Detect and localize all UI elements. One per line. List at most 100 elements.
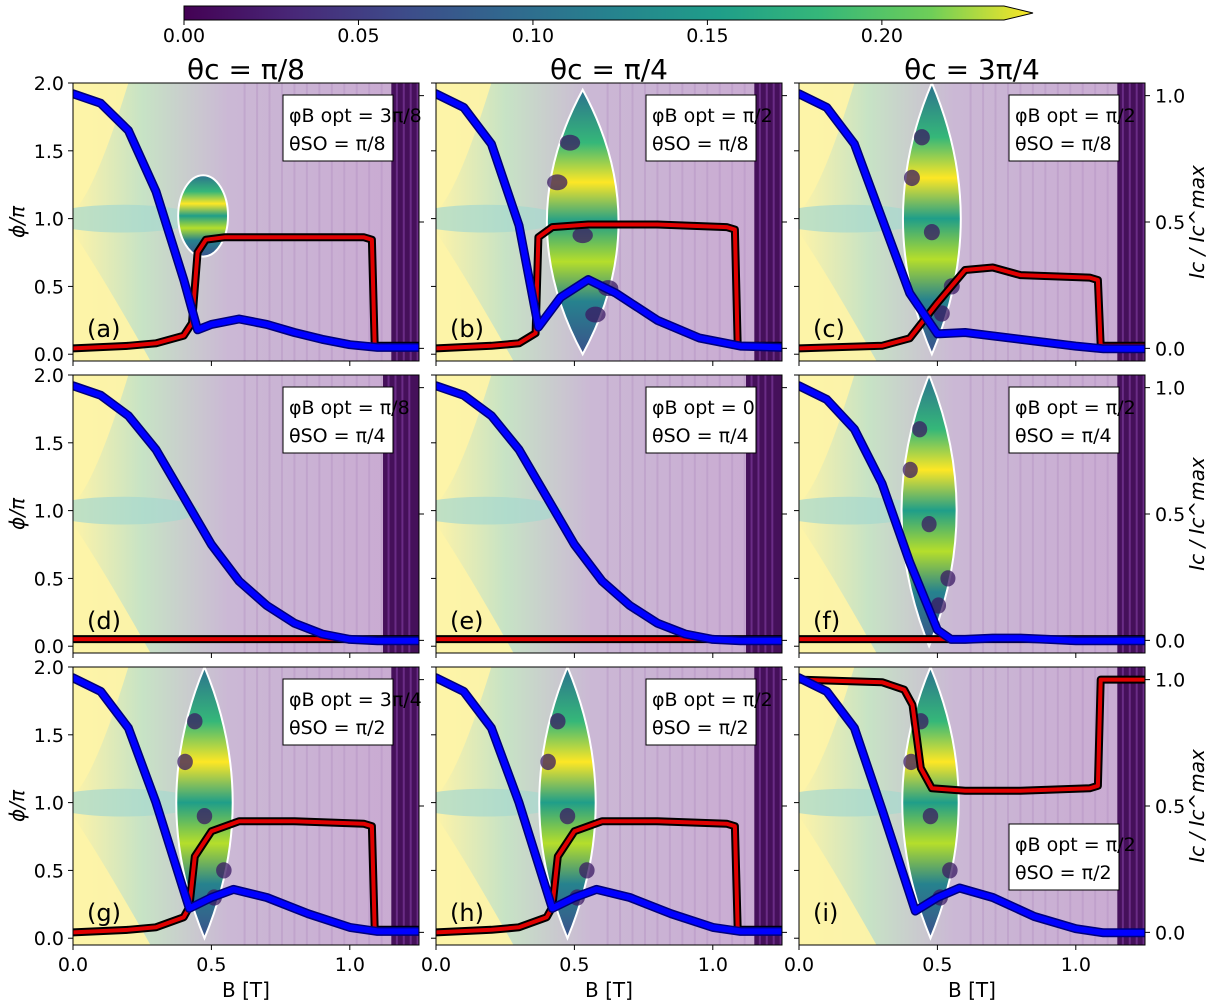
y-tick-label: 0.5: [34, 568, 64, 590]
annotation-box: [645, 386, 757, 454]
annotation-box: [1008, 823, 1120, 891]
panel-label: (a): [87, 315, 120, 343]
heatmap-band: [799, 788, 925, 817]
topological-node: [559, 134, 581, 151]
y-tick-label: 0.5: [34, 276, 64, 298]
y-axis-label: ϕ/π: [5, 205, 29, 238]
heatmap-corner-top: [436, 83, 492, 212]
y-tick-label: 2.0: [34, 73, 64, 95]
panel-label: (c): [813, 315, 845, 343]
y-axis-label: ϕ/π: [5, 497, 29, 530]
annotation-line: θSO = π/4: [289, 425, 386, 447]
annotation-line: θSO = π/4: [1015, 425, 1112, 447]
annotation-line: φB opt = π/2: [652, 689, 773, 711]
annotation-line: θSO = π/8: [652, 133, 749, 155]
annotation-box: [282, 386, 394, 454]
colorbar-tick-label: 0.05: [337, 25, 379, 47]
panel-plot-area: [436, 375, 782, 653]
heatmap-band: [436, 204, 562, 233]
critical-current-curve: [73, 235, 419, 351]
critical-current-curve: [436, 819, 782, 935]
heatmap-corner-bottom: [799, 524, 877, 653]
y-tick-label: 2.0: [34, 365, 64, 387]
x-tick-label: 1.0: [335, 954, 365, 976]
y-tick-label: 1.0: [34, 793, 64, 815]
x-tick-label: 0.0: [58, 954, 88, 976]
heatmap-high-field-band: [1117, 667, 1145, 945]
heatmap-corner-top: [799, 667, 855, 796]
right-y-tick-label: 0.0: [1155, 922, 1185, 944]
y-tick-label: 2.0: [34, 657, 64, 679]
heatmap-band: [436, 496, 562, 525]
x-tick-label: 0.5: [196, 954, 226, 976]
topological-node: [187, 713, 203, 730]
right-y-tick-label: 0.5: [1155, 504, 1185, 526]
topological-node: [913, 129, 930, 146]
right-y-tick-label: 0.5: [1155, 796, 1185, 818]
annotation-box: [645, 678, 757, 746]
x-tick-label: 0.5: [559, 954, 589, 976]
heatmap-band: [73, 788, 199, 817]
topological-node: [902, 461, 918, 479]
annotation-box: [282, 678, 394, 746]
panel-plot-area: [73, 83, 419, 361]
critical-current-curve: [436, 222, 782, 351]
heatmap-corner-bottom: [799, 816, 877, 945]
annotation-line: θSO = π/2: [652, 717, 749, 739]
annotation-line: φB opt = 0: [652, 397, 755, 419]
panel-i: (i) φB opt = π/2 θSO = π/2 0.0 0.5 1.0 0.0 0.5 1…: [784, 666, 1209, 1002]
ground-state-curve: [436, 382, 782, 644]
heatmap-corner-bottom: [436, 232, 514, 361]
heatmap-corner-bottom: [73, 816, 151, 945]
heatmap-band: [799, 204, 925, 233]
right-y-tick-label: 1.0: [1155, 670, 1185, 692]
topological-node: [196, 808, 213, 825]
topological-node: [550, 713, 566, 730]
y-tick-label: 0.0: [34, 928, 64, 950]
panel-label: (b): [450, 315, 484, 343]
annotation-box: [1008, 386, 1120, 454]
panel-c: (c) φB opt = π/2 θSO = π/8 0.0 0.5 1.0 Ic / Ic…: [794, 82, 1209, 366]
y-tick-label: 1.5: [34, 433, 64, 455]
ground-state-curve: [799, 674, 1145, 936]
topological-node: [903, 169, 920, 187]
topological-node: [903, 753, 919, 771]
annotation-box: [282, 94, 394, 162]
heatmap-band: [73, 496, 199, 525]
heatmap-corner-bottom: [436, 816, 514, 945]
panel-label: (g): [87, 899, 121, 927]
heatmap-corner-bottom: [73, 232, 151, 361]
panel-b: (b) φB opt = π/2 θSO = π/8: [431, 82, 787, 366]
right-y-tick-label: 0.0: [1155, 630, 1185, 652]
topological-node: [547, 174, 568, 191]
annotation-box: [1008, 94, 1120, 162]
y-tick-label: 1.5: [34, 725, 64, 747]
annotation-line: φB opt = π/2: [652, 105, 773, 127]
panel-plot-area: [799, 667, 1145, 945]
y-tick-label: 0.5: [34, 860, 64, 882]
panel-label: (i): [813, 899, 838, 927]
topological-node: [933, 305, 950, 322]
ground-state-curve: [799, 382, 1145, 644]
topological-node: [177, 753, 193, 771]
topological-node: [579, 862, 595, 879]
panel-f: (f) φB opt = π/2 θSO = π/4 0.0 0.5 1.0 Ic / Ic…: [794, 374, 1209, 658]
right-y-tick-label: 0.5: [1155, 212, 1185, 234]
column-title-2: θc = π/4: [550, 53, 668, 86]
x-axis-label: B [T]: [585, 978, 633, 1002]
colorbar-tick-label: 0.00: [163, 25, 205, 47]
topological-node: [540, 753, 556, 771]
topological-node: [922, 808, 939, 825]
colorbar-tick-label: 0.20: [861, 25, 903, 47]
topological-node: [940, 570, 956, 587]
panel-d: (d) φB opt = π/8 θSO = π/4 0.0 0.5 1.0 1.5 2.0 ϕ…: [5, 365, 424, 658]
y-tick-label: 0.0: [34, 344, 64, 366]
panel-label: (d): [87, 607, 121, 635]
y-axis-label: ϕ/π: [5, 789, 29, 822]
heatmap-corner-bottom: [436, 524, 514, 653]
ground-state-curve: [799, 90, 1145, 352]
topological-node: [912, 421, 928, 438]
heatmap-band: [436, 788, 562, 817]
column-title-1: θc = π/8: [187, 53, 305, 86]
ground-state-curve: [73, 382, 419, 644]
